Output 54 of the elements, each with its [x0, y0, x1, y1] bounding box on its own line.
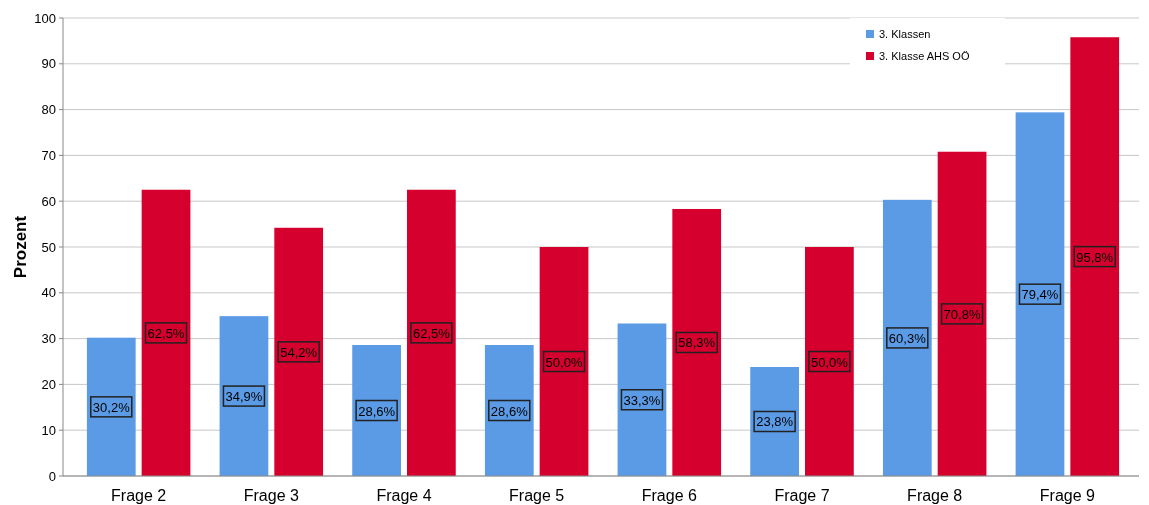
data-label: 50,0%: [810, 354, 849, 370]
bar: [617, 323, 667, 476]
y-tick-label: 10: [41, 422, 56, 438]
x-tick-label: Frage 7: [774, 487, 830, 504]
y-tick-label: 40: [41, 285, 56, 301]
bar: [141, 189, 191, 476]
data-label: 95,8%: [1076, 249, 1114, 265]
x-tick-label: Frage 4: [376, 487, 432, 504]
data-label: 54,2%: [280, 344, 318, 360]
y-tick-label: 20: [41, 376, 56, 392]
y-tick-label: 30: [41, 331, 56, 347]
bar: [1015, 112, 1065, 476]
data-label: 62,5%: [147, 325, 185, 341]
data-label: 60,3%: [888, 330, 927, 346]
y-tick-label: 70: [41, 147, 56, 163]
bar: [86, 337, 136, 476]
x-tick-label: Frage 9: [1039, 487, 1096, 504]
x-tick-label: Frage 6: [641, 487, 698, 504]
data-label: 62,5%: [412, 325, 451, 341]
bar: [484, 345, 534, 476]
bar: [882, 199, 932, 476]
bar: [805, 247, 854, 476]
data-label: 23,8%: [756, 414, 794, 430]
data-label: 33,3%: [623, 392, 661, 408]
data-label: 28,6%: [490, 403, 529, 419]
data-label: 58,3%: [678, 335, 716, 351]
y-tick-label: 80: [41, 102, 56, 118]
y-tick-label: 60: [41, 193, 56, 209]
y-axis-title: Prozent: [11, 215, 30, 279]
data-label: 70,8%: [943, 306, 981, 322]
data-label: 28,6%: [358, 403, 396, 419]
legend-label: 3. Klasse AHS OÖ: [879, 50, 970, 62]
bar: [937, 151, 987, 476]
bar: [672, 208, 722, 476]
legend-label: 3. Klassen: [879, 28, 931, 40]
y-tick-label: 90: [41, 56, 56, 72]
data-label: 50,0%: [545, 354, 583, 370]
bar: [539, 247, 589, 476]
bar: [750, 367, 800, 476]
x-tick-label: Frage 8: [907, 487, 963, 504]
data-label: 34,9%: [225, 389, 263, 405]
bar: [406, 189, 456, 476]
x-tick-label: Frage 5: [509, 487, 565, 504]
data-label: 30,2%: [92, 399, 131, 415]
bar: [219, 316, 269, 476]
x-tick-label: Frage 2: [111, 487, 167, 504]
bar: [1070, 37, 1120, 476]
y-tick-label: 50: [41, 239, 56, 255]
y-tick-label: 100: [34, 10, 56, 26]
bar: [352, 345, 401, 476]
y-tick-label: 0: [48, 468, 56, 484]
data-label: 79,4%: [1021, 287, 1059, 303]
bar: [274, 227, 324, 476]
x-tick-label: Frage 3: [243, 487, 299, 504]
